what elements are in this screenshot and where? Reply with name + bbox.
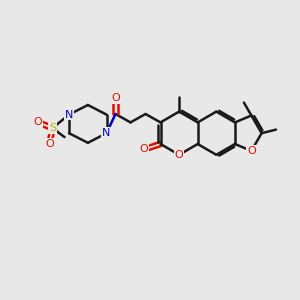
Text: O: O [140, 144, 148, 154]
Text: O: O [111, 93, 120, 103]
Text: O: O [175, 150, 184, 160]
Text: N: N [65, 110, 73, 120]
Text: O: O [247, 146, 256, 156]
Text: O: O [33, 117, 42, 127]
Text: S: S [49, 123, 56, 133]
Text: N: N [102, 128, 111, 138]
Text: O: O [45, 139, 54, 149]
